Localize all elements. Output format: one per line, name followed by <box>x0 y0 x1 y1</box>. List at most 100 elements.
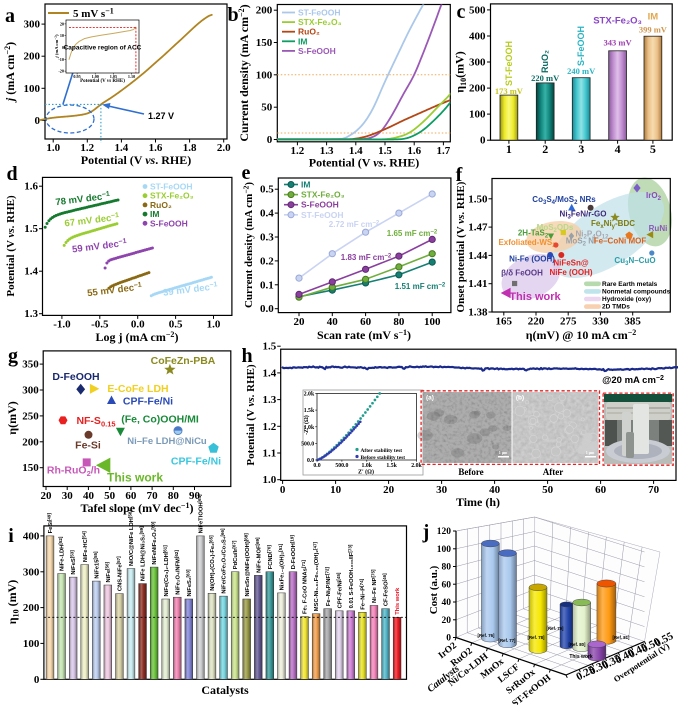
svg-text:20: 20 <box>41 490 53 502</box>
svg-text:2.72 mF cm−2: 2.72 mF cm−2 <box>329 220 380 229</box>
svg-text:1 μm: 1 μm <box>499 450 508 455</box>
svg-text:385: 385 <box>624 316 641 328</box>
svg-text:500.0: 500.0 <box>301 441 314 447</box>
svg-text:NiFeSn@NiFe(OOH)[68]: NiFeSn@NiFe(OOH)[68] <box>243 533 251 597</box>
svg-text:NiFeSn@: NiFeSn@ <box>553 259 589 268</box>
svg-text:IM: IM <box>301 180 310 190</box>
svg-text:NiFe/CoFe₂O₄/Co₃S₄[66]: NiFe/CoFe₂O₄/Co₃S₄[66] <box>220 528 228 594</box>
svg-text:a: a <box>5 5 15 27</box>
svg-text:-20: -20 <box>58 69 64 74</box>
svg-text:30: 30 <box>62 490 74 502</box>
svg-text:β/δ FeOOH: β/δ FeOOH <box>501 269 543 278</box>
svg-text:S-FeOOH: S-FeOOH <box>301 200 339 210</box>
svg-text:343 mV: 343 mV <box>604 38 633 48</box>
svg-text:400: 400 <box>469 30 486 42</box>
svg-text:Nonmetal compounds: Nonmetal compounds <box>602 289 671 296</box>
svg-text:Scan rate (mV s−1): Scan rate (mV s−1) <box>317 328 411 342</box>
svg-text:0.3: 0.3 <box>260 232 274 244</box>
svg-text:1.5k: 1.5k <box>304 408 315 414</box>
svg-text:Current density (mA cm−2): Current density (mA cm−2) <box>242 182 256 308</box>
svg-text:0.5: 0.5 <box>169 319 183 331</box>
svg-text:STX-Fe₂O₃: STX-Fe₂O₃ <box>298 17 342 27</box>
svg-text:1.51 mF cm−2: 1.51 mF cm−2 <box>395 282 446 291</box>
svg-text:c: c <box>457 1 466 23</box>
svg-text:40: 40 <box>442 598 452 608</box>
svg-text:CPF-Fe/Ni: CPF-Fe/Ni <box>123 396 173 408</box>
svg-text:STX-Fe₂O₃: STX-Fe₂O₃ <box>301 190 345 200</box>
svg-text:0: 0 <box>280 484 286 496</box>
svg-text:1.6: 1.6 <box>24 181 38 193</box>
svg-text:RuNi: RuNi <box>649 224 668 233</box>
svg-text:[Ref. 80]: [Ref. 80] <box>569 642 587 647</box>
svg-text:4: 4 <box>615 142 621 156</box>
svg-text:η10(mV): η10(mV) <box>453 51 469 92</box>
svg-text:Ni–Fe LDH@NiCu: Ni–Fe LDH@NiCu <box>127 436 207 447</box>
svg-text:0.5: 0.5 <box>260 184 274 196</box>
svg-text:1.50: 1.50 <box>468 193 488 205</box>
svg-text:165: 165 <box>496 316 513 328</box>
svg-text:2.0k: 2.0k <box>411 463 422 469</box>
svg-text:-0.5: -0.5 <box>91 319 109 331</box>
svg-text:50: 50 <box>542 484 554 496</box>
svg-text:-10: -10 <box>58 57 64 62</box>
svg-text:Tafel slope (mV dec−1): Tafel slope (mV dec−1) <box>81 501 194 515</box>
svg-text:0.1: 0.1 <box>260 279 274 291</box>
svg-text:Capacitive region of ACC: Capacitive region of ACC <box>64 45 142 52</box>
svg-text:399 mV: 399 mV <box>639 25 668 35</box>
svg-text:80: 80 <box>442 563 452 573</box>
svg-text:[Ref. 77]: [Ref. 77] <box>499 638 517 643</box>
svg-text:(Fe, Co)OOH/MI: (Fe, Co)OOH/MI <box>121 414 199 426</box>
svg-text:Fe-Si: Fe-Si <box>75 440 101 452</box>
svg-text:330: 330 <box>592 316 609 328</box>
svg-text:i: i <box>8 525 14 547</box>
svg-text:IM: IM <box>648 12 659 23</box>
svg-text:S-FeOOH: S-FeOOH <box>150 218 188 228</box>
svg-text:E-CoFe LDH: E-CoFe LDH <box>107 383 168 395</box>
svg-text:1.5: 1.5 <box>24 223 38 235</box>
svg-text:100: 100 <box>424 316 441 328</box>
svg-text:Potential (V vs. RHE): Potential (V vs. RHE) <box>245 364 257 466</box>
svg-text:[Ref. 76]: [Ref. 76] <box>478 633 496 638</box>
svg-text:RuO₂: RuO₂ <box>298 27 320 37</box>
svg-text:1.5k: 1.5k <box>386 463 397 469</box>
svg-text:200: 200 <box>24 51 41 63</box>
svg-text:This work: This work <box>395 587 401 615</box>
svg-text:0.2: 0.2 <box>260 255 274 267</box>
svg-text:0.0: 0.0 <box>260 303 274 315</box>
svg-text:1.2: 1.2 <box>291 145 305 157</box>
svg-text:Potential (V vs. RHE): Potential (V vs. RHE) <box>309 156 419 170</box>
svg-text:220: 220 <box>528 316 545 328</box>
svg-text:1.41: 1.41 <box>468 278 487 290</box>
svg-text:2: 2 <box>542 142 548 156</box>
svg-text:Potential (V vs RHE): Potential (V vs RHE) <box>80 79 125 84</box>
svg-text:Before: Before <box>458 467 483 477</box>
svg-text:0.01 S-FeOOH₁₀₀₀/IF[73]: 0.01 S-FeOOH₁₀₀₀/IF[73] <box>347 544 355 608</box>
svg-text:1.2: 1.2 <box>262 421 276 433</box>
svg-text:This work: This work <box>509 291 561 303</box>
svg-text:0: 0 <box>34 674 40 686</box>
svg-text:S-FeOOH: S-FeOOH <box>576 26 586 66</box>
svg-text:RuO₂: RuO₂ <box>540 50 550 73</box>
svg-text:10: 10 <box>330 484 342 496</box>
svg-text:D-FeOOH: D-FeOOH <box>52 371 99 383</box>
svg-text:After stability test: After stability test <box>361 448 403 454</box>
svg-text:1.4: 1.4 <box>262 367 276 379</box>
svg-text:220 mV: 220 mV <box>531 73 560 83</box>
svg-text:1.44: 1.44 <box>468 250 488 262</box>
svg-text:1.0: 1.0 <box>46 142 60 154</box>
svg-text:30: 30 <box>436 484 448 496</box>
svg-text:100: 100 <box>24 83 41 95</box>
svg-text:275: 275 <box>560 316 577 328</box>
svg-text:[Ref. 81]: [Ref. 81] <box>613 635 631 640</box>
svg-text:50: 50 <box>261 102 273 114</box>
svg-text:250: 250 <box>22 410 39 422</box>
svg-text:120: 120 <box>437 527 452 537</box>
svg-text:Time (h): Time (h) <box>456 495 500 509</box>
svg-text:100: 100 <box>437 545 452 555</box>
svg-text:1.10: 1.10 <box>128 74 135 79</box>
svg-text:300: 300 <box>23 566 40 578</box>
svg-text:e: e <box>242 162 251 184</box>
svg-text:0: 0 <box>480 135 486 147</box>
svg-text:3: 3 <box>578 142 584 156</box>
svg-text:Rh-RuO2/h: Rh-RuO2/h <box>47 465 100 479</box>
